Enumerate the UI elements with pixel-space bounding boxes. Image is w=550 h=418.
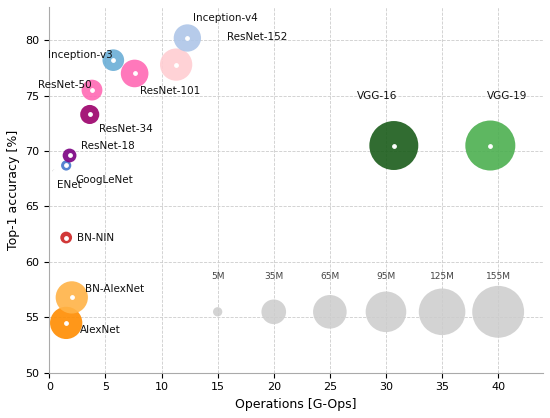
- Point: [65, 152, 74, 159]
- Text: 5M: 5M: [211, 272, 224, 281]
- Text: 35M: 35M: [264, 272, 283, 281]
- Text: 155M: 155M: [486, 272, 510, 281]
- Point: [172, 61, 180, 68]
- Point: [183, 35, 192, 41]
- Text: VGG-16: VGG-16: [357, 91, 397, 101]
- Point: [65, 152, 74, 159]
- Point: [68, 294, 76, 301]
- Point: [130, 70, 139, 77]
- Point: [213, 308, 222, 315]
- Text: AlexNet: AlexNet: [80, 324, 120, 334]
- Text: ResNet-152: ResNet-152: [227, 32, 287, 42]
- Text: 65M: 65M: [320, 272, 339, 281]
- Point: [109, 57, 118, 64]
- Text: BN-NIN: BN-NIN: [78, 232, 114, 242]
- Point: [87, 87, 96, 94]
- Point: [183, 35, 192, 41]
- Text: ResNet-34: ResNet-34: [98, 124, 152, 134]
- Point: [50, 168, 58, 174]
- Text: 125M: 125M: [430, 272, 454, 281]
- Text: ResNet-18: ResNet-18: [81, 140, 135, 150]
- Point: [50, 168, 58, 174]
- Text: ResNet-101: ResNet-101: [140, 86, 201, 96]
- Text: 95M: 95M: [376, 272, 395, 281]
- Point: [438, 308, 447, 315]
- Point: [62, 234, 70, 241]
- Text: Inception-v3: Inception-v3: [48, 50, 113, 60]
- Point: [62, 234, 70, 241]
- X-axis label: Operations [G-Ops]: Operations [G-Ops]: [235, 398, 357, 411]
- Point: [172, 61, 180, 68]
- Text: ResNet-50: ResNet-50: [38, 79, 92, 89]
- Point: [85, 111, 94, 118]
- Point: [62, 162, 70, 169]
- Point: [62, 162, 70, 169]
- Text: GoogLeNet: GoogLeNet: [75, 175, 133, 185]
- Point: [326, 308, 334, 315]
- Point: [109, 57, 118, 64]
- Y-axis label: Top-1 accuracy [%]: Top-1 accuracy [%]: [7, 130, 20, 250]
- Point: [382, 308, 390, 315]
- Point: [389, 142, 398, 149]
- Text: BN-AlexNet: BN-AlexNet: [85, 283, 145, 293]
- Point: [85, 111, 94, 118]
- Point: [494, 308, 503, 315]
- Point: [486, 142, 494, 149]
- Text: Inception-v4: Inception-v4: [193, 13, 258, 23]
- Text: ENet: ENet: [57, 181, 82, 191]
- Text: VGG-19: VGG-19: [487, 91, 527, 101]
- Point: [62, 319, 70, 326]
- Point: [389, 142, 398, 149]
- Point: [62, 319, 70, 326]
- Point: [486, 142, 494, 149]
- Point: [130, 70, 139, 77]
- Point: [270, 308, 278, 315]
- Point: [68, 294, 76, 301]
- Point: [87, 87, 96, 94]
